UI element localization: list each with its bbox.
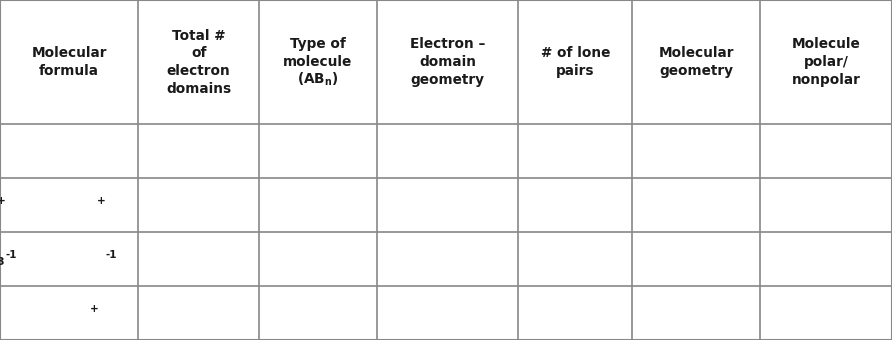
Text: Type of: Type of (290, 37, 346, 51)
Text: pairs: pairs (556, 64, 595, 78)
Text: Electron –: Electron – (410, 37, 485, 51)
Text: electron: electron (167, 64, 230, 78)
Text: Molecular: Molecular (658, 46, 734, 60)
Text: +: + (96, 196, 105, 206)
Text: +: + (0, 196, 5, 206)
Text: nonpolar: nonpolar (791, 73, 861, 87)
Text: molecule: molecule (284, 55, 352, 69)
Text: # of lone: # of lone (541, 46, 610, 60)
Text: Molecule: Molecule (791, 37, 860, 51)
Text: (AB$_\mathregular{n}$): (AB$_\mathregular{n}$) (297, 71, 339, 88)
Text: geometry: geometry (411, 73, 485, 87)
Text: -1: -1 (105, 250, 117, 260)
Text: domains: domains (166, 82, 231, 96)
Text: -1: -1 (5, 250, 17, 260)
Text: Molecular: Molecular (31, 46, 107, 60)
Text: domain: domain (419, 55, 476, 69)
Text: +: + (90, 304, 98, 314)
Text: of: of (191, 46, 206, 60)
Text: 3: 3 (0, 257, 4, 267)
Text: formula: formula (39, 64, 99, 78)
Text: polar/: polar/ (804, 55, 848, 69)
Text: geometry: geometry (659, 64, 733, 78)
Text: Total #: Total # (172, 29, 226, 42)
